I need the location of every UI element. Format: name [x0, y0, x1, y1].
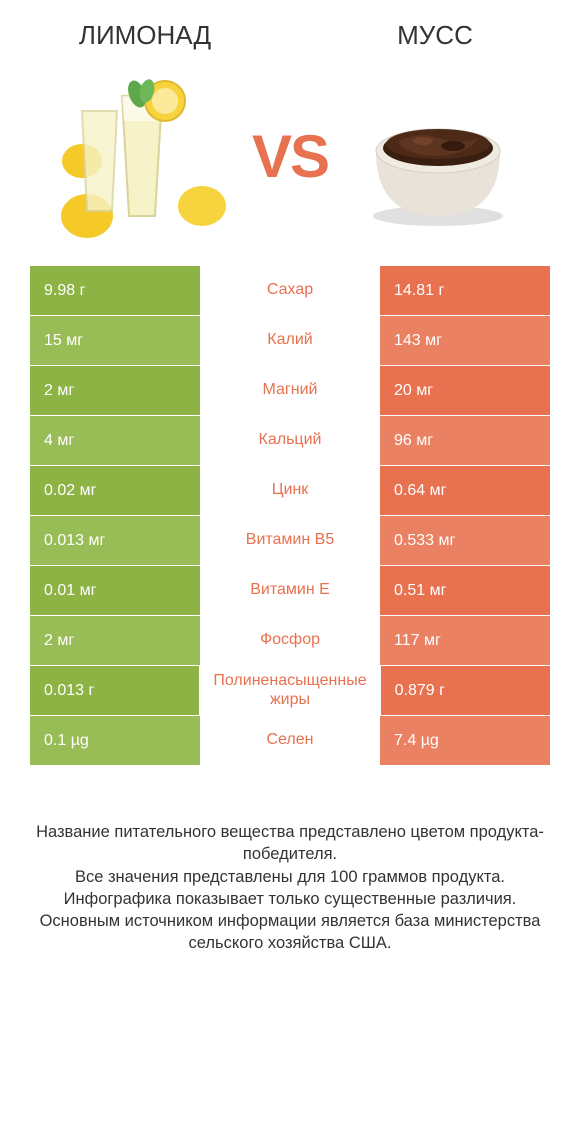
nutrient-label: Кальций [200, 416, 380, 465]
table-row: 2 мгФосфор117 мг [30, 616, 550, 666]
table-row: 9.98 гСахар14.81 г [30, 266, 550, 316]
right-value: 20 мг [380, 366, 550, 415]
right-value: 14.81 г [380, 266, 550, 315]
image-row: VS [0, 66, 580, 246]
footer-note: Название питательного вещества представл… [30, 821, 550, 955]
table-row: 0.1 µgСелен7.4 µg [30, 716, 550, 766]
nutrient-label: Витамин B5 [200, 516, 380, 565]
table-row: 2 мгМагний20 мг [30, 366, 550, 416]
nutrient-label: Селен [200, 716, 380, 765]
right-value: 0.51 мг [380, 566, 550, 615]
left-value: 2 мг [30, 366, 200, 415]
left-value: 2 мг [30, 616, 200, 665]
left-value: 0.02 мг [30, 466, 200, 515]
comparison-table: 9.98 гСахар14.81 г15 мгКалий143 мг2 мгМа… [30, 266, 550, 766]
left-value: 0.013 г [30, 666, 199, 715]
table-row: 0.013 гПолиненасыщенные жиры0.879 г [30, 666, 550, 716]
left-value: 9.98 г [30, 266, 200, 315]
right-value: 7.4 µg [380, 716, 550, 765]
right-value: 0.64 мг [380, 466, 550, 515]
nutrient-label: Витамин E [200, 566, 380, 615]
right-value: 117 мг [380, 616, 550, 665]
left-value: 0.013 мг [30, 516, 200, 565]
left-title: ЛИМОНАД [0, 20, 290, 51]
left-value: 15 мг [30, 316, 200, 365]
nutrient-label: Цинк [200, 466, 380, 515]
nutrient-label: Калий [200, 316, 380, 365]
mousse-image [348, 66, 528, 246]
header-row: ЛИМОНАД МУСС [0, 20, 580, 51]
table-row: 0.013 мгВитамин B50.533 мг [30, 516, 550, 566]
nutrient-label: Магний [200, 366, 380, 415]
right-value: 96 мг [380, 416, 550, 465]
vs-v: V [252, 123, 290, 190]
left-value: 4 мг [30, 416, 200, 465]
right-title: МУСС [290, 20, 580, 51]
lemonade-image [52, 66, 232, 246]
right-value: 143 мг [380, 316, 550, 365]
right-value: 0.879 г [381, 666, 550, 715]
footer-text: Название питательного вещества представл… [36, 823, 544, 952]
vs-s: S [290, 123, 328, 190]
left-value: 0.01 мг [30, 566, 200, 615]
nutrient-label: Фосфор [200, 616, 380, 665]
right-value: 0.533 мг [380, 516, 550, 565]
left-value: 0.1 µg [30, 716, 200, 765]
vs-label: VS [252, 122, 328, 191]
table-row: 4 мгКальций96 мг [30, 416, 550, 466]
table-row: 15 мгКалий143 мг [30, 316, 550, 366]
nutrient-label: Сахар [200, 266, 380, 315]
table-row: 0.02 мгЦинк0.64 мг [30, 466, 550, 516]
nutrient-label: Полиненасыщенные жиры [199, 666, 380, 715]
table-row: 0.01 мгВитамин E0.51 мг [30, 566, 550, 616]
